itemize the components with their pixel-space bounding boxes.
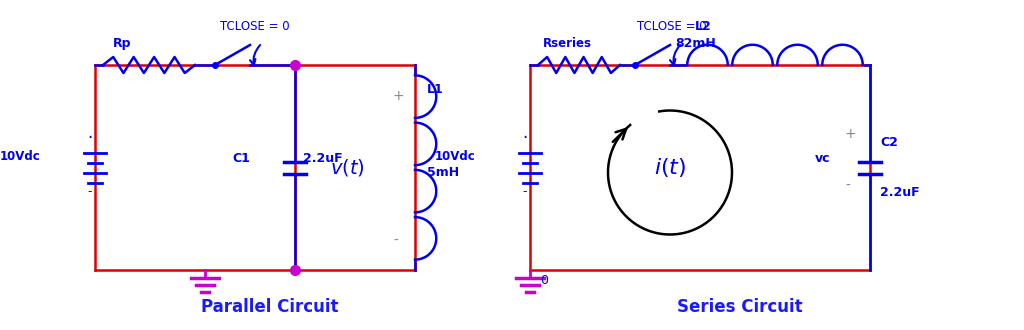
Text: 5mH: 5mH: [427, 166, 459, 179]
Text: Rp: Rp: [113, 37, 131, 50]
Text: TCLOSE = 0: TCLOSE = 0: [637, 20, 707, 33]
Text: +: +: [393, 89, 404, 103]
Text: L1: L1: [427, 83, 443, 96]
Text: 0: 0: [540, 274, 548, 287]
Text: $i(t)$: $i(t)$: [654, 156, 686, 179]
Text: vc: vc: [815, 152, 830, 166]
Text: Series Circuit: Series Circuit: [677, 298, 803, 316]
Text: 10Vdc: 10Vdc: [0, 149, 40, 162]
Text: -: -: [87, 185, 91, 199]
Text: L2: L2: [695, 20, 712, 33]
Text: C2: C2: [880, 136, 898, 148]
Text: .: .: [522, 123, 527, 142]
Text: Parallel Circuit: Parallel Circuit: [202, 298, 339, 316]
Text: $v(t)$: $v(t)$: [330, 157, 365, 178]
Text: -: -: [393, 234, 398, 248]
Text: C1: C1: [232, 152, 250, 166]
Text: Rseries: Rseries: [543, 37, 592, 50]
Text: +: +: [845, 126, 857, 141]
Text: 82mH: 82mH: [675, 37, 716, 50]
Text: TCLOSE = 0: TCLOSE = 0: [220, 20, 290, 33]
Text: 2.2uF: 2.2uF: [880, 185, 920, 199]
Text: -: -: [845, 179, 850, 192]
Text: .: .: [87, 123, 92, 142]
Text: 2.2uF: 2.2uF: [303, 152, 343, 166]
Text: -: -: [522, 185, 526, 199]
Text: 10Vdc: 10Vdc: [434, 149, 475, 162]
